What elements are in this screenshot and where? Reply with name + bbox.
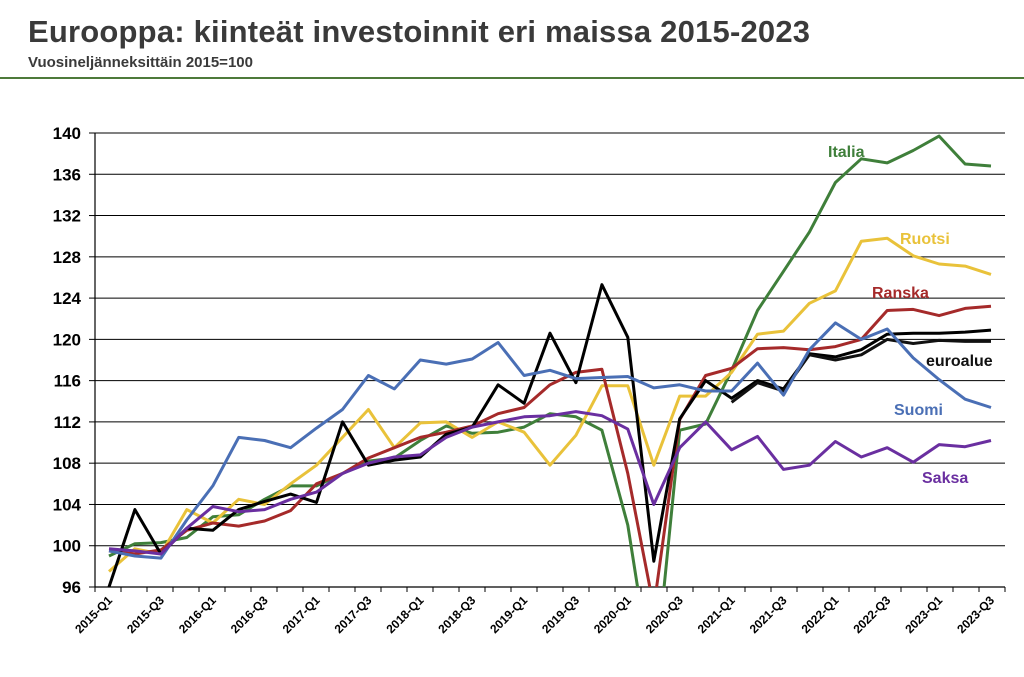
y-tick-label: 108 [53,454,81,473]
series-label: euroalue [926,353,993,370]
series-lines [107,134,992,587]
series-line-italia [108,134,992,587]
x-tick-label: 2021-Q1 [695,593,738,636]
y-tick-label: 100 [53,537,81,556]
series-label: Suomi [894,402,943,419]
y-tick-label: 120 [53,330,81,349]
x-tick-label: 2023-Q3 [954,593,997,636]
header-divider [0,77,1024,79]
series-labels: Italia Ruotsi Ranska euroalue Suomi Saksa [828,144,993,487]
y-tick-label: 132 [53,207,81,226]
series-label: Ruotsi [900,231,950,248]
x-tick-label: 2019-Q1 [487,593,530,636]
y-tick-label: 140 [53,124,81,143]
x-tick-label: 2020-Q3 [643,593,686,636]
y-tick-label: 136 [53,165,81,184]
series-line-suomi [108,321,992,560]
x-tick-label: 2015-Q1 [72,593,115,636]
series-line-euroalue [107,283,992,587]
x-tick-label: 2016-Q1 [176,593,219,636]
x-tick-label: 2018-Q1 [383,593,426,636]
x-tick-labels: 2015-Q1 2015-Q3 2016-Q1 2016-Q3 2017-Q1 2017-… [72,593,997,636]
y-tick-label: 104 [53,495,82,514]
series-line-ruotsi [108,236,992,573]
y-tick-label: 112 [54,413,81,432]
y-tick-label: 124 [53,289,82,308]
y-tick-label: 96 [62,578,81,597]
y-tick-labels: 96 100 104 108 112 116 120 124 128 132 136 140 [53,124,82,597]
x-tick-label: 2021-Q3 [747,593,790,636]
x-tick-label: 2017-Q1 [280,593,323,636]
x-tick-label: 2018-Q3 [435,593,478,636]
y-tick-label: 116 [54,372,81,391]
series-line-ranska [108,304,992,587]
chart-subtitle: Vuosineljänneksittäin 2015=100 [28,54,253,71]
x-tick-label: 2023-Q1 [902,593,945,636]
x-tick-label: 2016-Q3 [228,593,271,636]
chart-title: Eurooppa: kiinteät investoinnit eri mais… [28,14,811,49]
series-label: Saksa [922,470,968,487]
series-label: Ranska [872,285,929,302]
x-tick-label: 2022-Q3 [850,593,893,636]
series-line-saksa [108,410,992,556]
x-tick-label: 2015-Q3 [124,593,167,636]
x-tick-label: 2019-Q3 [539,593,582,636]
axes [94,133,1006,592]
x-tick-label: 2022-Q1 [799,593,842,636]
series-label: Italia [828,144,865,161]
series-line [730,337,991,404]
y-tick-label: 128 [53,248,81,267]
x-tick-label: 2020-Q1 [591,593,634,636]
x-tick-label: 2017-Q3 [332,593,375,636]
